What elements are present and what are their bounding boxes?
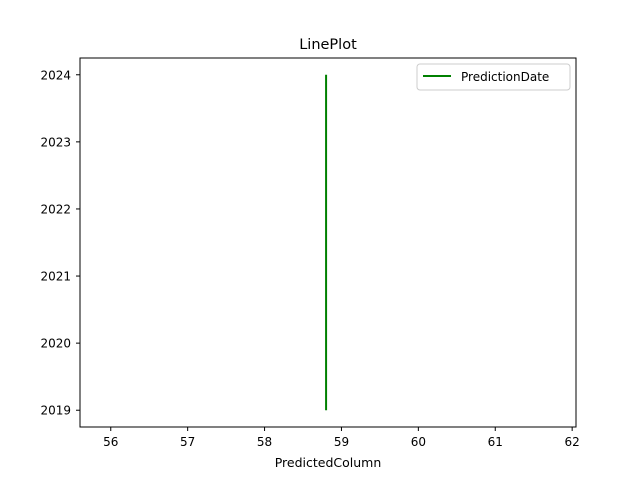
- y-tick-label: 2020: [40, 337, 71, 351]
- legend: PredictionDate: [416, 63, 571, 91]
- y-tick-label: 2022: [40, 202, 71, 216]
- x-tick-label: 60: [411, 435, 426, 449]
- x-tick-label: 62: [565, 435, 580, 449]
- legend-label-prediction-date: PredictionDate: [461, 70, 549, 84]
- y-tick-label: 2024: [40, 68, 71, 82]
- x-tick-label: 61: [488, 435, 503, 449]
- chart-title: LinePlot: [299, 37, 357, 53]
- y-tick-label: 2023: [40, 135, 71, 149]
- x-axis-title: PredictedColumn: [275, 455, 382, 470]
- x-axis: 56 57 58 59 60 61 62: [103, 427, 580, 449]
- plot-frame: [79, 57, 577, 428]
- x-tick-label: 58: [257, 435, 272, 449]
- y-tick-label: 2021: [40, 270, 71, 284]
- plot-area: [80, 58, 576, 427]
- y-axis: 2019 2020 2021 2022 2023 2024: [40, 68, 80, 418]
- x-tick-label: 57: [180, 435, 195, 449]
- x-tick-label: 56: [103, 435, 118, 449]
- y-tick-label: 2019: [40, 404, 71, 418]
- x-tick-label: 59: [334, 435, 349, 449]
- legend-box: [416, 63, 571, 91]
